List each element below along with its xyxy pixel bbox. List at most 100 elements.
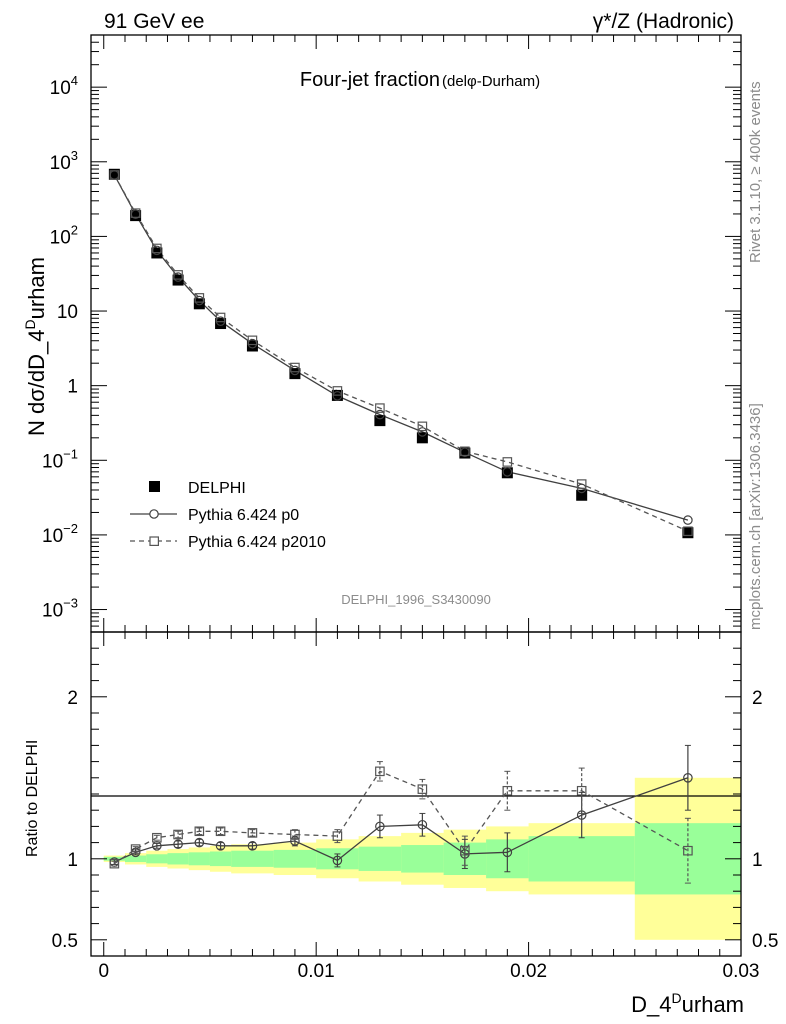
ratio-point-p0 — [247, 841, 258, 851]
ratio-point-p2010 — [215, 826, 226, 837]
ratio-point-p0 — [375, 821, 385, 832]
ratio-point-p2010 — [460, 845, 470, 856]
ratio-point-p2010 — [502, 785, 513, 796]
ratio-point-p2010 — [417, 784, 428, 794]
x-tick-label: 0.01 — [298, 961, 335, 982]
x-tick-label: 0.03 — [723, 961, 760, 982]
mcplots-label: mcplots.cern.ch [arXiv:1306.3436] — [747, 403, 764, 630]
data-point-p0 — [375, 409, 385, 420]
data-point-p0 — [502, 467, 513, 477]
data-point-p2010 — [417, 421, 428, 432]
ratio-point-p2010 — [130, 844, 141, 854]
data-point-delphi — [459, 447, 471, 459]
uncertainty-band-1sigma — [273, 849, 317, 868]
ratio-y-tick-label: 0.5 — [52, 931, 78, 952]
data-point-p0 — [417, 427, 428, 437]
y-tick-label: 104 — [50, 73, 78, 99]
x-axis-label: D_4Durham — [631, 990, 744, 1017]
y-tick-label: 10−2 — [42, 521, 78, 547]
main-title: Four-jet fraction (delφ-Durham) — [300, 69, 540, 91]
data-point-p2010 — [502, 457, 513, 467]
ratio-point-p2010 — [290, 829, 300, 840]
ratio-point-p0 — [417, 819, 428, 830]
uncertainty-band-1sigma — [146, 854, 168, 864]
legend-marker-delphi — [149, 481, 160, 492]
x-tick-label: 0 — [98, 961, 109, 982]
uncertainty-band-1sigma — [167, 853, 190, 865]
data-point-p2010 — [290, 362, 300, 373]
series-line-1 — [113, 174, 689, 521]
ratio-point-p2010 — [576, 785, 587, 796]
y-tick-label: 10 — [57, 302, 78, 323]
data-point-p2010 — [576, 479, 587, 489]
uncertainty-band-1sigma — [209, 851, 232, 867]
data-point-p0 — [332, 391, 343, 401]
legend-label: DELPHI — [188, 480, 246, 497]
uncertainty-band-1sigma — [358, 846, 402, 871]
ratio-point-p2010 — [247, 828, 258, 838]
header-left: 91 GeV ee — [104, 10, 204, 33]
header-right: γ*/Z (Hadronic) — [593, 10, 734, 33]
series-line-2 — [113, 174, 689, 532]
y-tick-label: 10−1 — [42, 446, 78, 472]
ratio-point-p0 — [332, 855, 343, 866]
ratio-y-tick-label-right: 0.5 — [752, 931, 778, 952]
data-point-delphi — [193, 298, 205, 310]
main-y-tick-labels: 10−3 10−2 10−1 1 10 102 103 104 — [42, 73, 78, 621]
ratio-point-p2010 — [375, 766, 385, 777]
ratio-y-tick-label: 1 — [67, 850, 78, 871]
data-point-p2010 — [215, 312, 226, 323]
ratio-panel: 0.5 0.51 12 20 0.01 0.02 0.03 Ratio to DELPHI … — [24, 631, 779, 1017]
ratio-point-p0 — [215, 841, 226, 851]
data-point-delphi — [246, 340, 258, 352]
data-point-p2010 — [332, 386, 343, 396]
data-point-delphi — [374, 415, 386, 427]
data-point-p2010 — [130, 208, 141, 218]
legend-label: Pythia 6.424 p2010 — [188, 534, 326, 551]
data-point-delphi — [416, 432, 428, 444]
uncertainty-band-1sigma — [231, 850, 275, 867]
ratio-point-p0 — [683, 772, 693, 783]
data-point-delphi — [215, 318, 227, 330]
data-point-p2010 — [683, 526, 693, 537]
ratio-y-tick-label-right: 1 — [752, 850, 763, 871]
data-point-p2010 — [375, 403, 385, 413]
ratio-ticks — [91, 632, 742, 956]
data-point-delphi — [130, 210, 142, 222]
y-tick-label: 1 — [67, 377, 78, 398]
ratio-point-p0 — [173, 839, 183, 850]
legend-marker-p2010 — [149, 536, 159, 546]
data-point-p0 — [683, 515, 693, 525]
data-point-p2010 — [194, 293, 205, 303]
main-ticks — [91, 34, 742, 633]
data-point-p2010 — [173, 270, 183, 280]
ratio-point-p2010 — [332, 831, 343, 841]
main-panel: 10−3 10−2 10−1 1 10 102 103 104 Four-jet fracti… — [22, 34, 742, 633]
data-point-p2010 — [460, 446, 470, 457]
x-tick-label: 0.02 — [510, 961, 547, 982]
uncertainty-band-1sigma — [528, 836, 636, 882]
data-point-delphi — [576, 489, 588, 501]
legend-label: Pythia 6.424 p0 — [188, 507, 299, 524]
ratio-point-p2010 — [683, 845, 693, 856]
rivet-label: Rivet 3.1.10, ≥ 400k events — [747, 81, 764, 263]
data-point-delphi — [108, 168, 120, 180]
watermark: DELPHI_1996_S3430090 — [341, 592, 491, 607]
y-tick-label: 10−3 — [42, 596, 78, 622]
ratio-y-axis-label: Ratio to DELPHI — [24, 740, 41, 857]
ratio-point-p0 — [502, 847, 513, 858]
data-point-p2010 — [109, 170, 120, 180]
y-tick-label: 103 — [50, 148, 78, 174]
data-point-delphi — [172, 274, 184, 286]
uncertainty-band-1sigma — [124, 855, 147, 863]
legend-marker-p0 — [149, 509, 159, 519]
uncertainty-band-1sigma — [401, 845, 445, 873]
data-point-delphi — [682, 527, 694, 539]
y-tick-label: 102 — [50, 222, 78, 248]
data-point-delphi — [501, 467, 513, 479]
ratio-line-1 — [114, 770, 689, 865]
data-point-p2010 — [247, 335, 258, 346]
ratio-tick-labels: 0.5 0.5 1 1 2 2 0 0.01 0.02 0.03 — [52, 688, 779, 982]
ratio-point-p0 — [194, 837, 205, 848]
